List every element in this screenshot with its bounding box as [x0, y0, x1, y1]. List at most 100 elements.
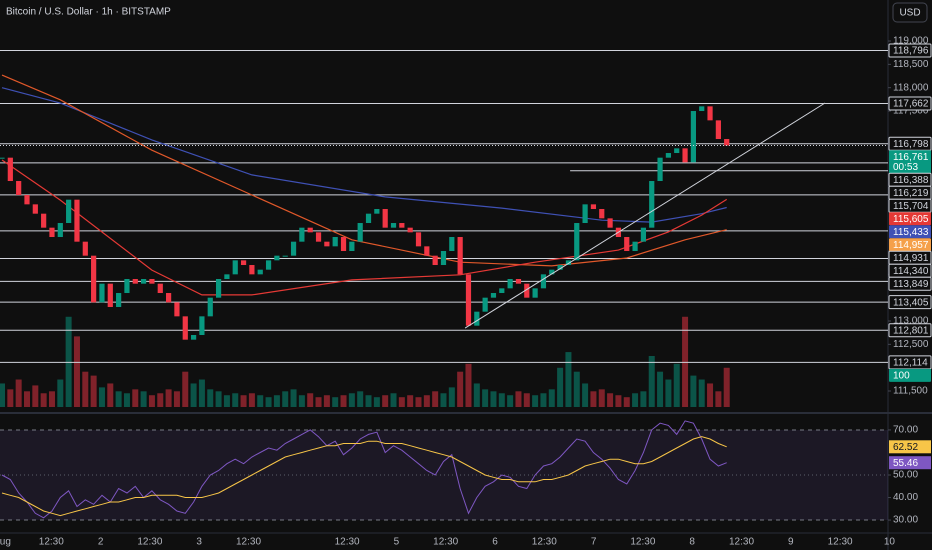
volume-bar — [415, 397, 422, 407]
volume-bar — [248, 393, 255, 407]
candle — [724, 139, 730, 146]
x-tick-label: 12:30 — [828, 537, 853, 548]
volume-bar — [257, 395, 264, 407]
chart-title: Bitcoin / U.S. Dollar · 1h · BITSTAMP — [6, 7, 171, 18]
rsi-y-tick-label: 30.00 — [893, 515, 918, 526]
candle — [624, 237, 630, 252]
candle — [540, 274, 547, 289]
volume-bar — [265, 397, 272, 407]
candle — [224, 274, 230, 280]
price-label: 116,388 — [893, 175, 929, 186]
candle — [240, 260, 247, 266]
candle — [374, 209, 380, 214]
price-label: 117,662 — [893, 99, 929, 110]
price-label: 114,340 — [893, 266, 929, 277]
volume-bar — [598, 389, 605, 407]
volume-bar — [7, 389, 14, 407]
candle — [74, 199, 80, 242]
volume-bar — [15, 379, 22, 407]
candle — [141, 279, 147, 284]
volume-bar — [615, 395, 622, 407]
y-tick-label: 111,500 — [893, 386, 928, 397]
volume-bar — [473, 383, 480, 407]
candle — [665, 153, 671, 158]
volume-bar — [90, 375, 97, 407]
candle — [257, 269, 263, 275]
candle — [32, 204, 38, 214]
candle — [465, 274, 472, 326]
x-tick-label: 8 — [689, 537, 695, 548]
volume-bar — [398, 397, 405, 407]
candle — [91, 255, 97, 303]
volume-bar — [698, 379, 705, 407]
volume-bar — [307, 393, 314, 407]
candle — [124, 279, 130, 294]
currency-button[interactable] — [892, 2, 928, 23]
candle — [332, 237, 338, 247]
volume-bar — [323, 395, 330, 407]
price-label: 115,704 — [893, 201, 929, 212]
price-label: 115,605 — [893, 214, 929, 225]
candle — [574, 223, 580, 261]
candle — [532, 288, 538, 298]
volume-bar — [640, 391, 647, 407]
volume-bar — [432, 391, 439, 407]
volume-bar — [148, 395, 155, 407]
candle — [107, 283, 113, 308]
candle — [415, 232, 422, 247]
volume-bar — [48, 391, 55, 407]
candle — [265, 260, 272, 270]
candle — [699, 106, 705, 112]
volume-bar — [382, 395, 389, 407]
volume-bar — [182, 371, 189, 407]
candle — [515, 279, 522, 284]
candle — [682, 148, 688, 163]
candle — [690, 111, 696, 163]
price-label: 112,114 — [893, 357, 928, 368]
volume-bar — [123, 393, 130, 407]
volume-bar — [657, 371, 664, 407]
volume-bar — [23, 391, 30, 407]
price-label-box — [889, 225, 931, 239]
volume-bar — [82, 371, 89, 407]
x-tick-label: 12:30 — [39, 537, 64, 548]
candle — [249, 265, 255, 275]
candle — [190, 335, 197, 340]
candle — [182, 316, 188, 340]
volume-bar — [157, 393, 164, 407]
price-label: 113,405 — [893, 297, 929, 308]
x-tick-label: 12:30 — [137, 537, 162, 548]
rsi-y-tick-label: 50.00 — [893, 470, 918, 481]
candle — [399, 223, 405, 228]
candle — [607, 218, 613, 228]
x-tick-label: 10 — [884, 537, 896, 548]
volume-bar — [548, 389, 555, 407]
currency-button-label[interactable]: USD — [899, 8, 920, 19]
candle — [674, 148, 680, 154]
candle — [41, 213, 47, 228]
price-label-box — [889, 150, 931, 174]
price-label: 114,957 — [893, 240, 929, 251]
volume-bar — [290, 389, 297, 407]
volume-bar — [648, 356, 655, 407]
y-tick-label: 117,500 — [893, 106, 929, 117]
candle — [57, 223, 63, 238]
candle — [499, 288, 505, 294]
candle — [340, 237, 347, 252]
volume-bar — [173, 391, 180, 407]
volume-bar — [507, 395, 514, 407]
moving-average — [1, 87, 727, 223]
volume-bar — [32, 385, 39, 407]
volume-bar — [223, 395, 230, 407]
candle — [524, 283, 530, 298]
candle — [357, 223, 363, 242]
volume-bar — [498, 393, 505, 407]
price-label: 116,798 — [893, 139, 929, 150]
candle — [24, 195, 30, 205]
x-tick-label: 12:30 — [532, 537, 557, 548]
volume-bar — [140, 391, 147, 407]
candle — [507, 279, 513, 289]
candle — [390, 223, 397, 228]
volume-bar — [490, 391, 497, 407]
volume-bar — [115, 391, 122, 407]
